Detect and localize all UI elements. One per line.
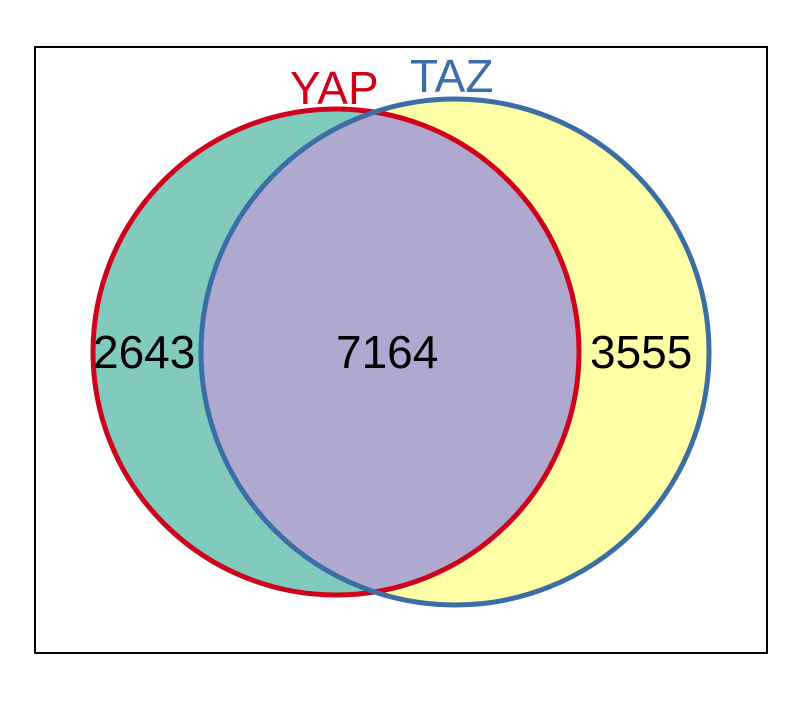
intersection-count: 7164 (336, 326, 438, 378)
yap-set-label: YAP (290, 62, 379, 114)
taz-only-count: 3555 (590, 326, 692, 378)
intersection-region-fill (201, 109, 579, 595)
yap-circle-outline (90, 106, 582, 598)
taz-set-label: TAZ (410, 50, 493, 102)
yap-only-count: 2643 (93, 326, 195, 378)
taz-circle-outline (198, 96, 712, 608)
